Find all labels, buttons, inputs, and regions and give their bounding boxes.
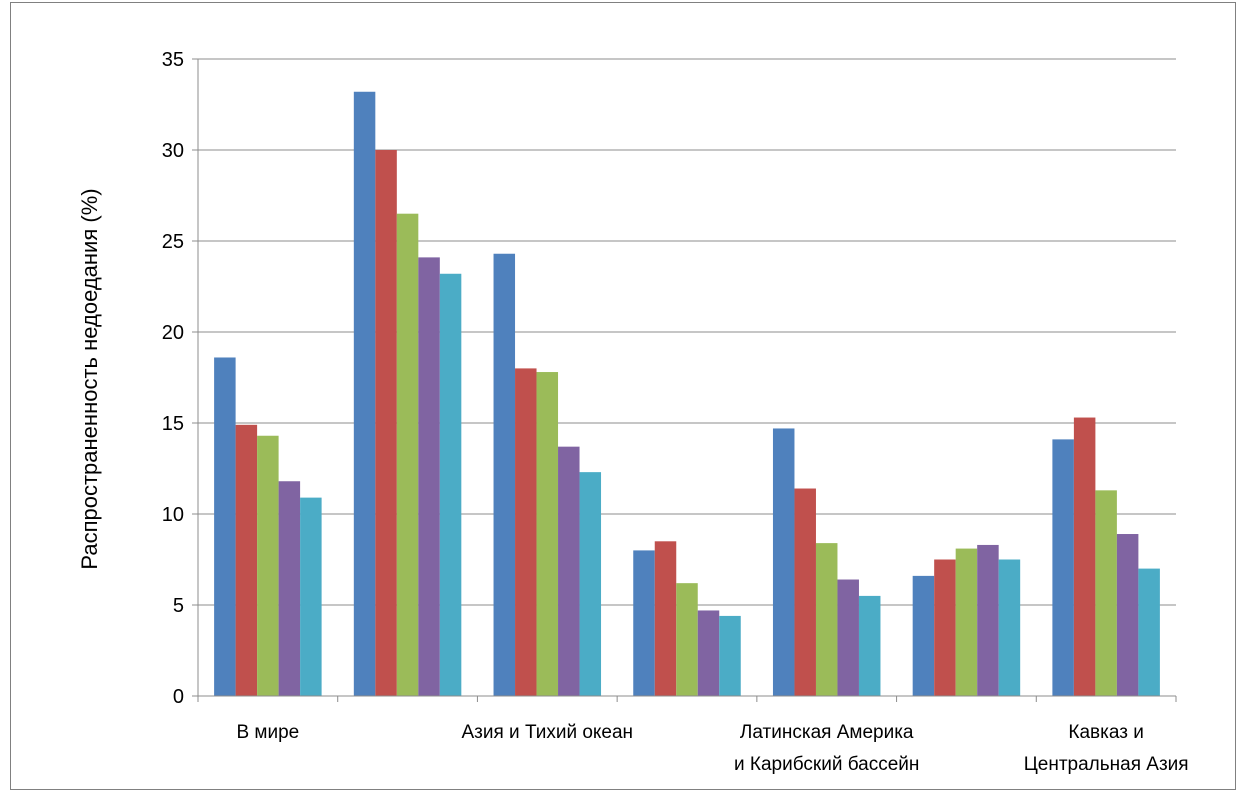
- y-tick-label: 30: [162, 140, 184, 162]
- bar: [858, 595, 881, 696]
- bar: [633, 550, 655, 696]
- y-tick-label: 5: [173, 595, 184, 617]
- x-category-label: Центральная Азия: [1024, 754, 1189, 775]
- gridlines: [198, 58, 1176, 606]
- bar: [1116, 534, 1139, 696]
- bar: [697, 610, 720, 696]
- x-category-label: В мире: [236, 722, 299, 743]
- bar: [214, 357, 236, 696]
- bar: [719, 615, 741, 696]
- bar: [353, 91, 376, 696]
- y-tick-labels: 0 5 10 15 20 25 30 35: [162, 49, 184, 708]
- bar: [257, 435, 279, 696]
- bars: [214, 91, 1160, 697]
- bar: [278, 481, 301, 696]
- bar: [418, 257, 440, 696]
- y-tick-label: 0: [173, 686, 184, 708]
- y-tick-label: 10: [162, 504, 184, 526]
- y-axis-label: Распространенность недоедания (%): [77, 188, 102, 569]
- bar: [439, 273, 462, 696]
- bar: [536, 372, 559, 696]
- bar: [998, 559, 1021, 696]
- bar: [977, 544, 999, 696]
- chart-frame: [10, 2, 1236, 790]
- bar: [493, 253, 516, 697]
- bar: [558, 446, 580, 696]
- bar: [375, 150, 397, 696]
- y-tick-label: 25: [162, 231, 184, 253]
- bar: [300, 497, 322, 696]
- y-tick-label: 15: [162, 413, 184, 435]
- bar: [676, 583, 698, 696]
- bar: [912, 575, 935, 696]
- bar: [654, 541, 677, 696]
- x-category-label: Азия и Тихий океан: [461, 722, 633, 743]
- bar: [772, 428, 795, 696]
- bar: [515, 368, 537, 696]
- bar: [1073, 417, 1096, 696]
- bar: [1138, 568, 1160, 696]
- bar: [794, 488, 816, 696]
- axes: [192, 58, 1177, 702]
- bar: [1095, 490, 1117, 696]
- y-tick-label: 35: [162, 49, 184, 71]
- bar: [815, 543, 838, 696]
- x-category-label: и Карибский бассейн: [734, 754, 919, 775]
- x-category-label: Кавказ и: [1068, 722, 1143, 743]
- x-category-label: Латинская Америка: [740, 722, 914, 743]
- bar: [235, 424, 258, 696]
- x-category-labels: В мире Азия и Тихий океан Латинская Америк…: [236, 722, 1188, 775]
- bar: [934, 559, 956, 696]
- bar: [1052, 439, 1074, 696]
- y-tick-label: 20: [162, 322, 184, 344]
- bar: [579, 472, 602, 696]
- bar: [955, 548, 978, 696]
- bar: [837, 579, 859, 696]
- bar: [396, 213, 419, 696]
